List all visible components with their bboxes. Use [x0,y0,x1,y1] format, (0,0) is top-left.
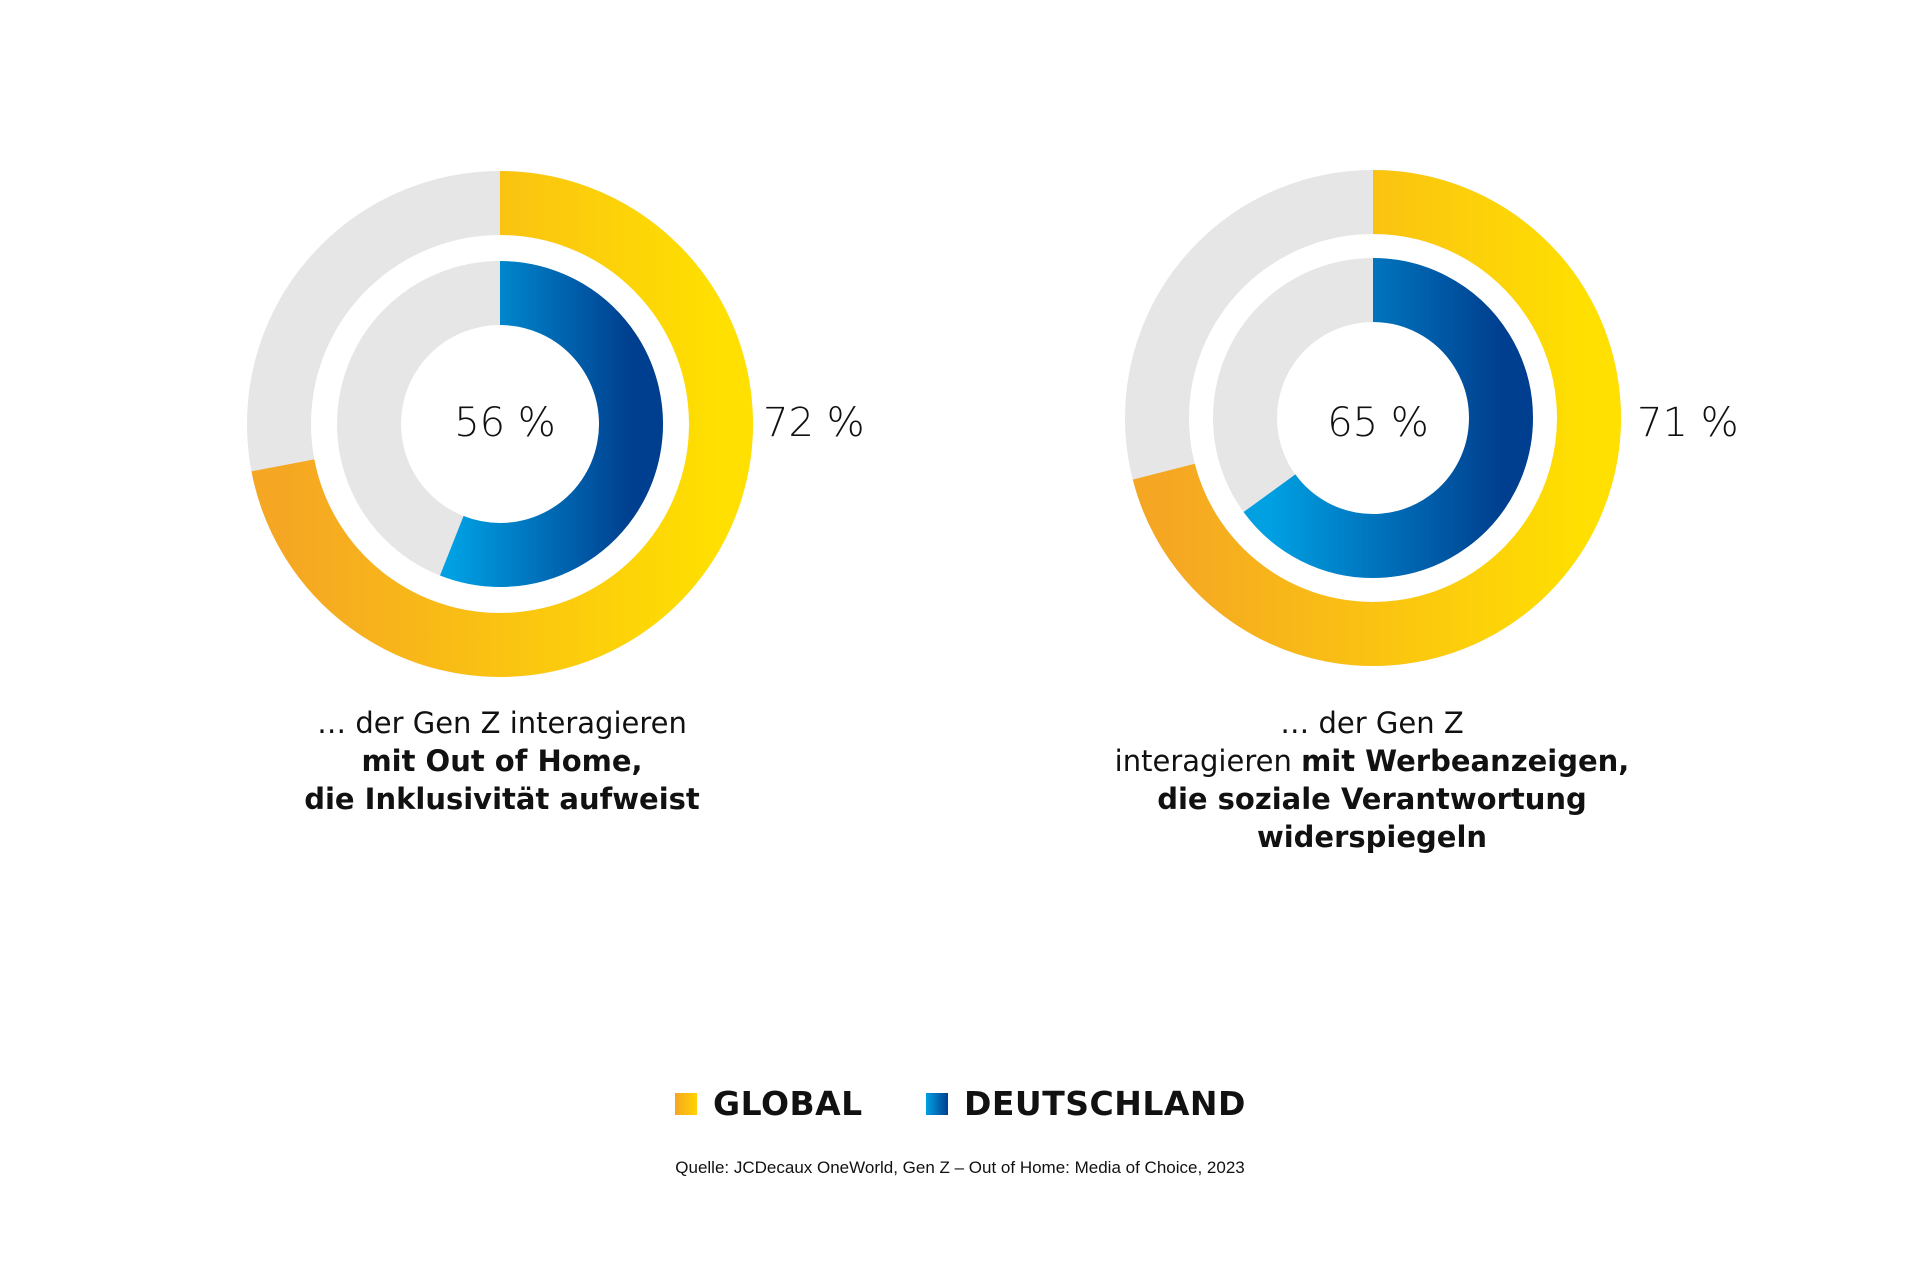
legend-item-deutschland: DEUTSCHLAND [926,1084,1246,1123]
caption-2-line-2-normal: interagieren [1114,744,1302,778]
caption-2-line-1: … der Gen Z [1280,706,1464,740]
value-label-global-1: 72 % [763,400,865,446]
caption-2-line-2-bold: mit Werbeanzeigen, [1301,744,1630,778]
donut-chart-1: 56 % 72 % [247,171,865,677]
value-label-global-2: 71 % [1637,400,1739,446]
caption-2-line-2: interagieren mit Werbeanzeigen, [1092,742,1652,780]
value-label-deutschland-2: 65 % [1327,400,1429,446]
source-note: Quelle: JCDecaux OneWorld, Gen Z – Out o… [675,1158,1245,1177]
donut-chart-2: 65 % 71 % [1125,170,1739,666]
value-label-deutschland-1: 56 % [454,400,556,446]
legend-label-deutschland: DEUTSCHLAND [964,1084,1246,1123]
arc-global-2 [1132,170,1621,666]
caption-1-line-2: mit Out of Home, [361,744,643,778]
caption-chart-2: … der Gen Z interagieren mit Werbeanzeig… [1092,704,1652,856]
caption-1-line-1: … der Gen Z interagieren [317,706,687,740]
arc-deutschland-1 [440,261,663,587]
legend-swatch-deutschland [926,1092,948,1115]
caption-2-line-3: die soziale Verantwortung [1157,782,1587,816]
arc-global-1 [251,171,753,677]
caption-1-line-3: die Inklusivität aufweist [304,782,700,816]
caption-2-line-4: widerspiegeln [1256,820,1488,854]
legend-label-global: GLOBAL [713,1084,863,1123]
legend-swatch-global [675,1092,697,1115]
arc-deutschland-2 [1243,258,1533,578]
caption-chart-1: … der Gen Z interagieren mit Out of Home… [222,704,782,818]
legend-item-global: GLOBAL [675,1084,863,1123]
